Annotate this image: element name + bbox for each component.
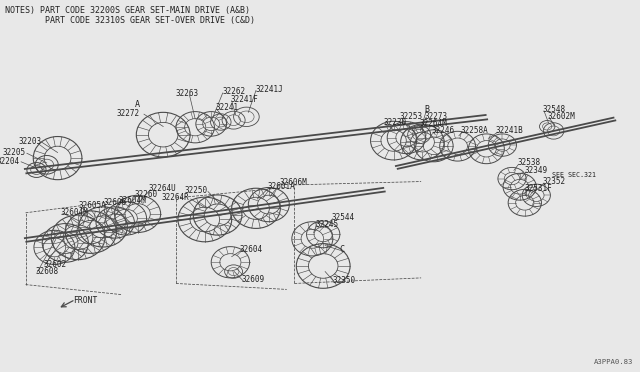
Text: 32273: 32273	[424, 112, 447, 121]
Text: PART CODE 32310S GEAR SET-OVER DRIVE (C&D): PART CODE 32310S GEAR SET-OVER DRIVE (C&…	[5, 16, 255, 25]
Text: 32262: 32262	[223, 87, 246, 96]
Text: 32241B: 32241B	[496, 126, 524, 135]
Text: 32260: 32260	[134, 190, 157, 199]
Text: 32538: 32538	[517, 158, 540, 167]
Text: 32602: 32602	[44, 260, 67, 269]
Text: SEE SEC.321: SEE SEC.321	[552, 172, 596, 178]
Text: 32203: 32203	[19, 137, 42, 146]
Text: 32264U: 32264U	[148, 184, 176, 193]
Text: A: A	[134, 100, 140, 109]
Text: 32241: 32241	[215, 103, 238, 112]
Text: 32230: 32230	[384, 118, 407, 127]
Text: 32531F: 32531F	[525, 185, 552, 193]
Text: 32253: 32253	[400, 112, 423, 121]
Text: 32241J: 32241J	[256, 85, 284, 94]
Text: 32604M: 32604M	[118, 196, 146, 205]
Text: NOTES) PART CODE 32200S GEAR SET-MAIN DRIVE (A&B): NOTES) PART CODE 32200S GEAR SET-MAIN DR…	[5, 6, 250, 15]
Text: 32263: 32263	[175, 89, 198, 98]
Text: 32605A: 32605A	[78, 201, 106, 210]
Text: 32604: 32604	[240, 245, 263, 254]
Text: 32544: 32544	[332, 213, 355, 222]
Text: A3PPA0.83: A3PPA0.83	[594, 359, 634, 365]
Text: 32608: 32608	[35, 267, 58, 276]
Text: 32352: 32352	[543, 177, 566, 186]
Text: 32264R: 32264R	[161, 193, 189, 202]
Text: 32245: 32245	[316, 220, 339, 229]
Text: 32606M: 32606M	[280, 178, 307, 187]
Text: B: B	[424, 105, 429, 114]
Text: 32609: 32609	[242, 275, 265, 284]
Text: 32246: 32246	[432, 126, 455, 135]
Text: 32350: 32350	[333, 276, 356, 285]
Text: 32606: 32606	[103, 198, 126, 207]
Text: 32250: 32250	[185, 186, 208, 195]
Text: C: C	[339, 245, 344, 254]
Text: 32258A: 32258A	[461, 126, 488, 135]
Text: 32349: 32349	[525, 166, 548, 175]
Text: 32204: 32204	[0, 157, 19, 166]
Text: 32264M: 32264M	[419, 119, 447, 128]
Text: 32272: 32272	[116, 109, 140, 118]
Text: 32548: 32548	[543, 105, 566, 114]
Text: 32604M: 32604M	[61, 208, 88, 217]
Text: FRONT: FRONT	[74, 296, 98, 305]
Text: 32205: 32205	[3, 148, 26, 157]
Text: 32602M: 32602M	[548, 112, 575, 121]
Text: 32241F: 32241F	[230, 95, 258, 104]
Text: 32601A: 32601A	[268, 182, 295, 191]
